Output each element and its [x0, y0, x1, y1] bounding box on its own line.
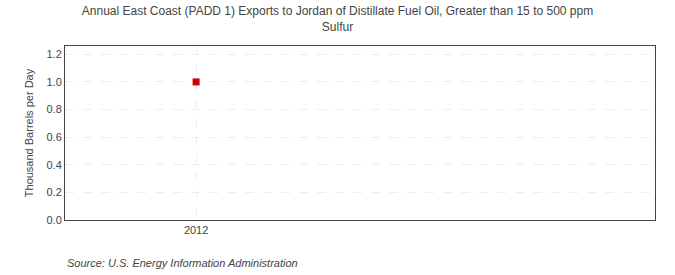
svg-text:1.2: 1.2 — [47, 48, 62, 60]
svg-text:0.8: 0.8 — [47, 103, 62, 115]
svg-text:0.4: 0.4 — [47, 159, 62, 171]
svg-text:2012: 2012 — [184, 224, 208, 236]
svg-text:0.2: 0.2 — [47, 186, 62, 198]
svg-text:1.0: 1.0 — [47, 76, 62, 88]
svg-text:Source: U.S. Energy Informatio: Source: U.S. Energy Information Administ… — [67, 257, 298, 269]
svg-text:0.6: 0.6 — [47, 131, 62, 143]
svg-text:Thousand Barrels per Day: Thousand Barrels per Day — [23, 68, 35, 197]
svg-text:0.0: 0.0 — [47, 214, 62, 226]
svg-text:Annual East Coast (PADD 1) Exp: Annual East Coast (PADD 1) Exports to Jo… — [82, 4, 593, 34]
